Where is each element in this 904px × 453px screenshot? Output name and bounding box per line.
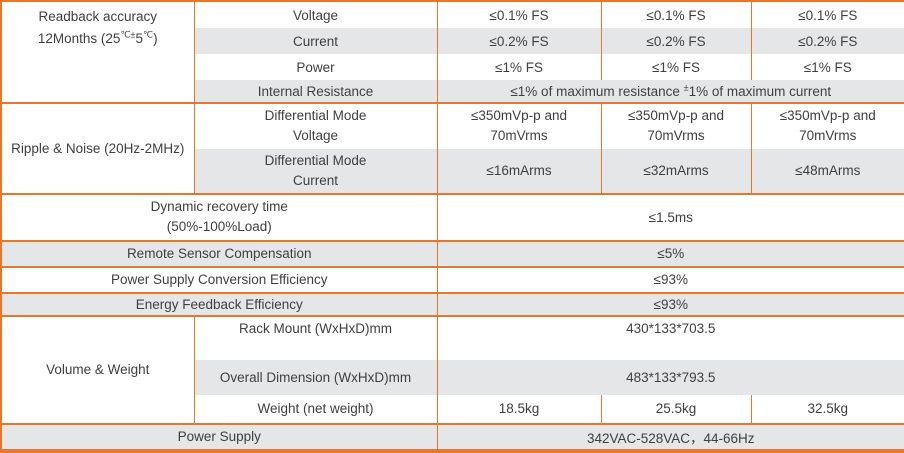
voltage-accuracy-value-3: ≤0.1% FS bbox=[750, 1, 904, 28]
feedback-efficiency-label: Energy Feedback Efficiency bbox=[0, 291, 438, 316]
weight-value-1: 18.5kg bbox=[436, 394, 602, 424]
remote-sensor-value: ≤5% bbox=[436, 239, 904, 267]
power-accuracy-value-1: ≤1% FS bbox=[436, 54, 602, 80]
current-accuracy-label: Current bbox=[193, 28, 438, 54]
remote-sensor-label: Remote Sensor Compensation bbox=[0, 239, 438, 267]
overall-dimension-label: Overall Dimension (WxHxD)mm bbox=[193, 359, 438, 395]
diff-mode-current-label: Differential Mode Current bbox=[193, 148, 438, 194]
current-accuracy-value-3: ≤0.2% FS bbox=[750, 28, 904, 54]
voltage-accuracy-value-1: ≤0.1% FS bbox=[436, 1, 602, 28]
ripple-noise-header: Ripple & Noise (20Hz-2MHz) bbox=[0, 102, 195, 194]
plus-minus-sup: ± bbox=[683, 82, 689, 92]
diff-mode-current-value-1: ≤16mArms bbox=[436, 148, 602, 194]
power-supply-value: 342VAC-528VAC，44-66Hz bbox=[436, 422, 904, 451]
diff-mode-voltage-value-3: ≤350mVp-p and 70mVrms bbox=[750, 102, 904, 149]
weight-value-2: 25.5kg bbox=[600, 394, 752, 424]
current-accuracy-value-2: ≤0.2% FS bbox=[600, 28, 752, 54]
internal-resistance-label: Internal Resistance bbox=[193, 80, 438, 103]
power-accuracy-value-3: ≤1% FS bbox=[750, 54, 904, 80]
celsius-sup: ℃± bbox=[120, 29, 136, 40]
conversion-efficiency-value: ≤93% bbox=[436, 265, 904, 293]
internal-resistance-value: ≤1% of maximum resistance ±1% of maximum… bbox=[436, 80, 904, 103]
diff-mode-current-value-3: ≤48mArms bbox=[750, 148, 904, 194]
power-accuracy-value-2: ≤1% FS bbox=[600, 54, 752, 80]
voltage-accuracy-label: Voltage bbox=[193, 1, 438, 28]
dynamic-recovery-label: Dynamic recovery time (50%-100%Load) bbox=[0, 193, 438, 241]
diff-mode-voltage-label: Differential Mode Voltage bbox=[193, 102, 438, 149]
diff-mode-voltage-value-2: ≤350mVp-p and 70mVrms bbox=[600, 102, 752, 149]
diff-mode-voltage-value-1: ≤350mVp-p and 70mVrms bbox=[436, 102, 602, 149]
celsius-sup: ℃ bbox=[143, 29, 154, 40]
diff-mode-current-value-2: ≤32mArms bbox=[600, 148, 752, 194]
power-supply-label: Power Supply bbox=[0, 422, 438, 451]
current-accuracy-value-1: ≤0.2% FS bbox=[436, 28, 602, 54]
rack-mount-value: 430*133*703.5 bbox=[436, 314, 904, 360]
feedback-efficiency-value: ≤93% bbox=[436, 291, 904, 316]
readback-title-line1: Readback accuracy bbox=[38, 9, 158, 24]
power-accuracy-label: Power bbox=[193, 54, 438, 80]
overall-dimension-value: 483*133*793.5 bbox=[436, 359, 904, 395]
readback-title-line2: 12Months (25℃±5℃) bbox=[37, 29, 158, 46]
voltage-accuracy-value-2: ≤0.1% FS bbox=[600, 1, 752, 28]
weight-label: Weight (net weight) bbox=[193, 394, 438, 424]
rack-mount-label: Rack Mount (WxHxD)mm bbox=[193, 314, 438, 360]
conversion-efficiency-label: Power Supply Conversion Efficiency bbox=[0, 265, 438, 293]
weight-value-3: 32.5kg bbox=[750, 394, 904, 424]
readback-accuracy-header: Readback accuracy 12Months (25℃±5℃) bbox=[0, 1, 195, 103]
dynamic-recovery-value: ≤1.5ms bbox=[436, 193, 904, 241]
volume-weight-header: Volume & Weight bbox=[0, 314, 195, 424]
